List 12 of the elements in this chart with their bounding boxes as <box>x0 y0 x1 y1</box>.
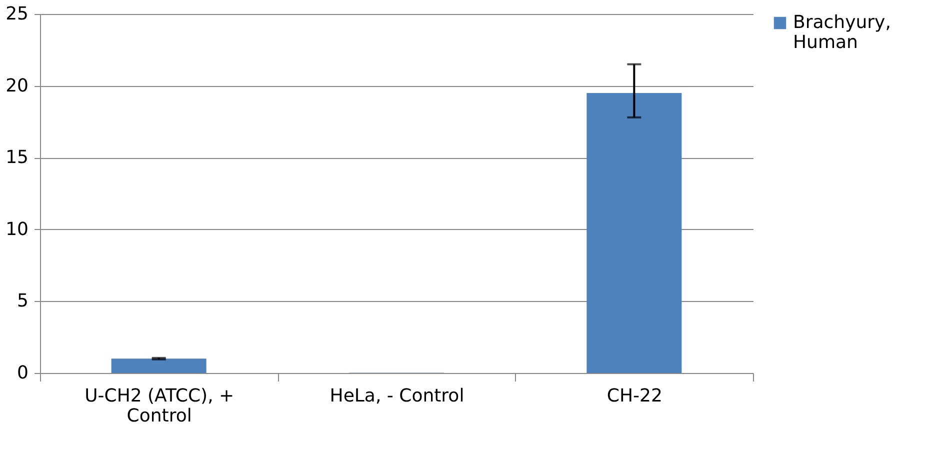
legend-label: Brachyury, Human <box>793 12 891 53</box>
y-tick-label: 25 <box>6 4 28 24</box>
y-tick-label: 10 <box>6 218 28 240</box>
y-tick-label: 20 <box>6 75 28 96</box>
x-tick-label: CH-22 <box>606 386 662 406</box>
x-tick-label: U-CH2 (ATCC), + Control <box>84 386 234 426</box>
bar <box>111 358 206 373</box>
x-tick-label: HeLa, - Control <box>330 386 464 406</box>
y-tick-label: 0 <box>17 362 28 384</box>
y-tick-label: 5 <box>17 290 28 312</box>
bar <box>586 92 682 373</box>
y-tick-label: 15 <box>6 147 28 168</box>
